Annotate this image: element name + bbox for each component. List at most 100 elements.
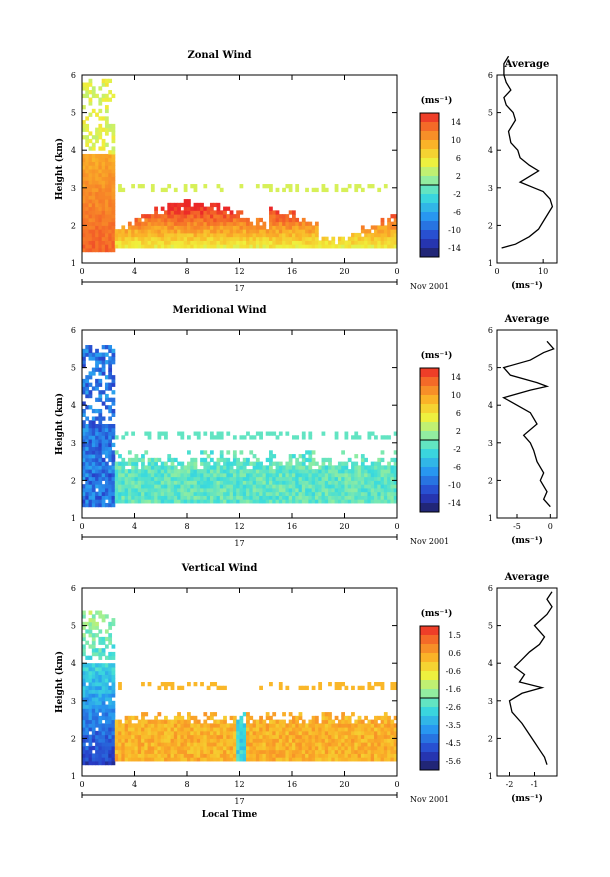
heatmap-cell <box>141 715 145 721</box>
heatmap-cell <box>360 454 365 459</box>
heatmap-cell <box>111 461 116 466</box>
heatmap-cell <box>147 232 152 238</box>
heatmap-cell <box>331 730 336 736</box>
heatmap-cell <box>219 236 224 241</box>
heatmap-cell <box>328 734 332 739</box>
heatmap-cell <box>334 491 339 496</box>
heatmap-cell <box>292 487 296 493</box>
colorbar-segment <box>420 644 439 654</box>
heatmap-cell <box>242 749 247 754</box>
heatmap-cell <box>328 745 332 751</box>
heatmap-cell <box>351 480 355 485</box>
heatmap-cell <box>278 465 283 470</box>
heatmap-cell <box>111 689 116 694</box>
heatmap-cell <box>321 499 326 504</box>
heatmap-cell <box>95 499 99 504</box>
heatmap-cell <box>91 700 96 706</box>
heatmap-cell <box>157 734 162 739</box>
colorbar-tick-label: -6 <box>453 208 461 217</box>
heatmap-cell <box>269 757 273 762</box>
heatmap-cell <box>101 229 106 234</box>
heatmap-cell <box>150 476 155 481</box>
heatmap-cell <box>147 742 152 747</box>
heatmap-cell <box>262 742 267 747</box>
heatmap-cell <box>150 723 155 728</box>
heatmap-cell <box>85 240 90 245</box>
heatmap-cell <box>200 240 204 245</box>
heatmap-cell <box>111 229 116 234</box>
heatmap-cell <box>242 745 247 751</box>
heatmap-cell <box>344 472 349 478</box>
heatmap-cell <box>341 469 345 474</box>
heatmap-cell <box>357 738 362 743</box>
heatmap-cell <box>164 240 168 245</box>
heatmap-cell <box>278 727 283 732</box>
heatmap-cell <box>393 232 398 238</box>
heatmap-cell <box>206 214 211 219</box>
heatmap-cell <box>209 472 214 478</box>
heatmap-cell <box>292 236 296 241</box>
heatmap-cell <box>282 719 286 724</box>
heatmap-cell <box>393 487 398 493</box>
heatmap-cell <box>173 469 178 474</box>
heatmap-cell <box>278 240 283 245</box>
heatmap-cell <box>98 172 103 178</box>
heatmap-cell <box>380 727 385 732</box>
heatmap-cell <box>213 749 218 754</box>
heatmap-cell <box>269 450 273 455</box>
heatmap-cell <box>223 491 227 496</box>
x-tick-label: 0 <box>79 780 84 789</box>
heatmap-cell <box>167 229 172 234</box>
heatmap-cell <box>239 734 244 739</box>
heatmap-cell <box>331 495 336 500</box>
heatmap-cell <box>137 757 142 762</box>
heatmap-cell <box>111 757 116 762</box>
heatmap-cell <box>108 236 113 241</box>
heatmap-cell <box>104 172 109 178</box>
heatmap-cell <box>108 408 113 414</box>
heatmap-cell <box>203 465 208 470</box>
heatmap-cell <box>387 244 391 249</box>
heatmap-cell <box>367 730 372 736</box>
heatmap-cell <box>164 244 168 249</box>
heatmap-cell <box>137 225 142 230</box>
heatmap-cell <box>357 184 362 189</box>
heatmap-cell <box>275 225 280 230</box>
heatmap-cell <box>259 469 263 474</box>
heatmap-cell <box>285 499 290 504</box>
heatmap-cell <box>229 210 234 215</box>
heatmap-cell <box>160 727 165 732</box>
heatmap-cell <box>196 469 201 474</box>
heatmap-cell <box>380 476 385 481</box>
heatmap-cell <box>298 499 303 504</box>
heatmap-cell <box>265 734 270 739</box>
heatmap-cell <box>390 727 395 732</box>
heatmap-cell <box>104 484 109 489</box>
heatmap-cell <box>101 345 106 350</box>
heatmap-cell <box>321 712 326 717</box>
heatmap-cell <box>206 495 211 500</box>
heatmap-cell <box>383 487 388 493</box>
heatmap-cell <box>239 715 244 721</box>
heatmap-cell <box>390 457 395 463</box>
heatmap-cell <box>104 116 109 121</box>
heatmap-cell <box>88 247 93 253</box>
heatmap-cell <box>98 719 103 724</box>
heatmap-cell <box>82 678 86 683</box>
heatmap-cell <box>259 730 263 736</box>
heatmap-cell <box>88 625 93 630</box>
heatmap-cell <box>108 625 113 630</box>
heatmap-cell <box>252 745 257 751</box>
heatmap-cell <box>183 730 188 736</box>
heatmap-cell <box>144 236 149 241</box>
heatmap-cell <box>118 682 122 687</box>
heatmap-cell <box>101 469 106 474</box>
heatmap-cell <box>101 457 106 463</box>
heatmap-cell <box>216 685 221 691</box>
heatmap-cell <box>167 465 172 470</box>
heatmap-cell <box>331 753 336 758</box>
heatmap-cell <box>262 734 267 739</box>
heatmap-cell <box>311 499 316 504</box>
heatmap-cell <box>314 244 319 249</box>
heatmap-cell <box>367 719 372 724</box>
